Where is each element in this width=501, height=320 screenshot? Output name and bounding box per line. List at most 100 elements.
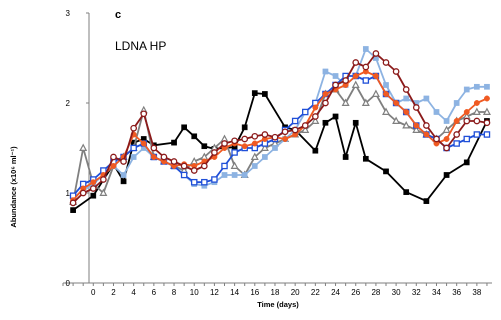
data-point	[352, 73, 359, 79]
data-point	[311, 116, 320, 125]
data-point	[301, 125, 310, 133]
data-point	[392, 68, 400, 75]
data-point	[412, 104, 420, 111]
data-point	[322, 91, 329, 97]
data-point	[251, 140, 258, 147]
data-point	[423, 198, 430, 204]
data-point	[120, 172, 127, 178]
data-point	[251, 132, 259, 140]
data-point	[260, 143, 269, 151]
data-point	[382, 59, 390, 66]
data-point	[351, 80, 360, 89]
data-point	[453, 100, 460, 106]
data-point	[372, 50, 380, 57]
data-point	[383, 168, 389, 175]
data-point	[403, 95, 410, 102]
data-point	[372, 73, 379, 79]
data-point	[180, 171, 188, 179]
data-point	[262, 154, 268, 160]
data-point	[69, 199, 77, 207]
data-point	[89, 185, 97, 192]
data-point	[190, 167, 198, 174]
y-axis-label: Abundance (x10⁶ ml⁻¹)	[9, 146, 18, 228]
data-point	[403, 109, 410, 115]
data-point	[412, 125, 421, 133]
data-point	[423, 122, 430, 129]
data-point	[271, 133, 279, 141]
series-5	[70, 68, 490, 204]
data-point	[291, 117, 299, 125]
x-tick-label: 36	[452, 288, 461, 297]
chart-subtitle: LDNA HP	[115, 39, 166, 53]
data-point	[352, 59, 360, 66]
data-point	[211, 149, 218, 156]
data-point	[474, 83, 480, 90]
data-point	[383, 82, 389, 88]
data-point	[281, 128, 289, 136]
data-point	[110, 153, 117, 161]
x-tick-label: 22	[311, 288, 320, 297]
data-point	[130, 124, 138, 132]
x-ticks: 0 2 4 6 8 10 12 14 16 18 20 22 24 26 28 30 32 34 36 38	[62, 283, 488, 297]
data-point	[341, 98, 350, 107]
data-point	[221, 172, 228, 178]
data-point	[443, 136, 450, 142]
data-point	[473, 131, 481, 138]
series-line	[72, 92, 488, 211]
data-point	[312, 113, 319, 120]
data-point	[181, 124, 187, 131]
data-point	[100, 176, 107, 183]
data-point	[272, 145, 278, 151]
data-point	[433, 109, 440, 115]
data-point	[472, 107, 481, 116]
x-tick-label: 28	[371, 288, 380, 297]
x-tick-label: 14	[230, 288, 239, 297]
data-point	[150, 144, 158, 152]
y-tick-label: 3	[66, 9, 71, 18]
data-point	[251, 90, 258, 96]
data-point	[383, 91, 389, 97]
x-tick-label: 8	[172, 288, 177, 297]
data-point	[130, 144, 137, 152]
data-point	[342, 154, 349, 160]
data-point	[231, 172, 238, 178]
data-point	[211, 176, 218, 183]
data-point	[322, 99, 329, 107]
data-point	[130, 154, 137, 160]
y-ticks: 0 1 2 3	[66, 9, 89, 288]
data-point	[291, 126, 299, 134]
data-point	[201, 143, 208, 150]
panel-label: c	[115, 9, 121, 21]
x-tick-label: 4	[131, 288, 136, 297]
x-tick-label: 16	[250, 288, 259, 297]
x-tick-label: 38	[472, 288, 481, 297]
data-point	[90, 179, 97, 186]
data-point	[231, 149, 238, 156]
x-tick-label: 10	[190, 288, 199, 297]
data-point	[393, 100, 400, 106]
x-tick-label: 0	[91, 288, 96, 297]
data-point	[402, 86, 410, 93]
x-tick-label: 24	[331, 288, 340, 297]
y-tick-label: 0	[66, 279, 71, 288]
data-point	[342, 77, 349, 84]
data-point	[423, 131, 430, 138]
data-point	[484, 83, 490, 90]
data-point	[250, 152, 259, 160]
data-point	[110, 163, 117, 169]
data-point	[180, 162, 188, 170]
y-tick-label: 1	[66, 189, 71, 198]
data-point	[392, 116, 401, 125]
x-tick-label: 32	[412, 288, 421, 297]
data-point	[403, 189, 410, 195]
data-point	[332, 73, 339, 79]
data-point	[79, 189, 87, 197]
x-tick-label: 2	[111, 288, 116, 297]
data-point	[322, 119, 329, 126]
data-point	[362, 77, 370, 84]
data-point	[483, 131, 491, 138]
y-tick-label: 2	[66, 99, 71, 108]
data-point	[463, 159, 470, 166]
data-point	[402, 121, 411, 129]
